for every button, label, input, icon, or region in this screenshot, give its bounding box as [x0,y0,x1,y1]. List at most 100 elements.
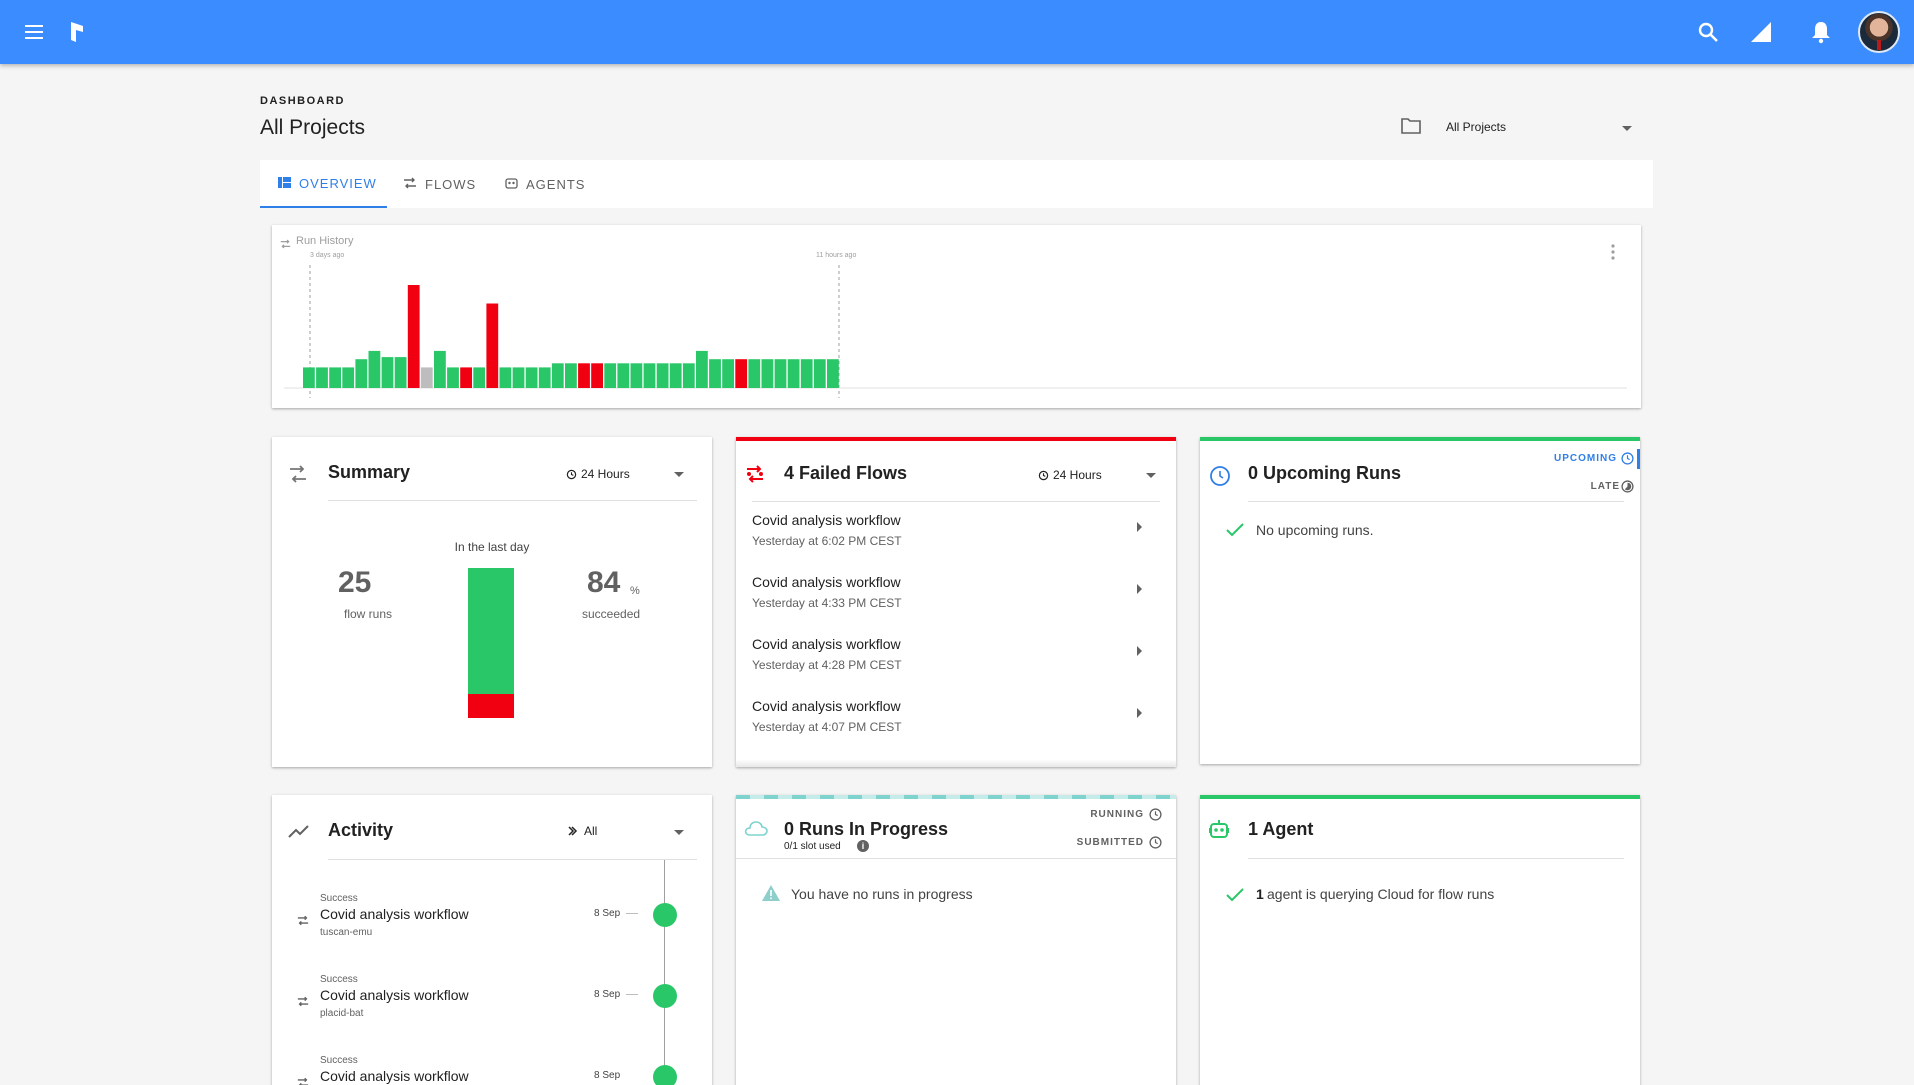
run-history-bar[interactable] [604,363,617,388]
run-history-bar[interactable] [722,359,734,388]
run-history-bar[interactable] [617,363,630,388]
tab-overview[interactable]: OVERVIEW [260,160,387,208]
failed-flow-item[interactable]: Covid analysis workflow Yesterday at 4:3… [736,574,1176,626]
run-history-bar[interactable] [696,350,708,388]
run-history-bar[interactable] [473,367,486,388]
chevron-down-icon [1622,126,1632,131]
avatar[interactable] [1858,11,1900,53]
run-history-title: Run History [296,235,354,247]
run-history-bar[interactable] [551,363,564,388]
failed-flow-item[interactable]: Covid analysis workflow Yesterday at 6:0… [736,512,1176,564]
activity-item[interactable]: Success Covid analysis workflow tuscan-e… [272,893,712,953]
progress-stripe [736,795,1176,799]
summary-range-select[interactable]: 24 Hours [566,467,630,481]
info-icon[interactable]: i [857,840,869,852]
run-history-bar[interactable] [381,357,394,388]
run-history-bar[interactable] [407,285,420,388]
run-history-bar[interactable] [486,303,499,389]
run-history-bar[interactable] [329,367,341,388]
run-history-bar[interactable] [578,363,590,388]
tab-bar: OVERVIEW FLOWS AGENTS [260,160,1653,208]
failed-portion [468,694,514,718]
run-history-bar[interactable] [447,367,459,388]
chevron-down-icon[interactable] [674,472,684,477]
run-history-bar[interactable] [460,367,472,388]
warning-icon [761,884,781,907]
chevron-right-icon [1137,646,1142,656]
run-history-bar[interactable] [761,359,774,388]
failed-flow-name: Covid analysis workflow [752,512,901,528]
failed-range-select[interactable]: 24 Hours [1038,468,1102,482]
clock-icon [1149,808,1162,826]
run-history-bar[interactable] [394,357,407,388]
run-history-bar[interactable] [813,359,826,388]
tab-late[interactable]: LATE [1530,477,1640,497]
more-vert-icon[interactable] [1610,243,1616,266]
agent-count: 1 [1256,886,1264,902]
run-history-bar[interactable] [342,367,355,388]
run-history-bar[interactable] [368,350,381,388]
run-history-bar[interactable] [434,350,446,388]
activity-filter-select[interactable]: All [568,824,597,838]
check-icon [1226,888,1244,907]
run-history-bar[interactable] [669,363,682,388]
failed-flow-name: Covid analysis workflow [752,698,901,714]
activity-status: Success [320,893,358,904]
signal-icon[interactable] [1747,0,1775,64]
summary-caption: In the last day [454,540,530,554]
run-history-bar[interactable] [709,359,721,388]
tab-agents[interactable]: AGENTS [505,160,585,208]
run-history-bar[interactable] [538,367,551,388]
run-history-bar[interactable] [499,367,512,388]
failed-flow-icon [745,465,765,488]
flow-runs-label: flow runs [344,607,393,621]
run-history-bar[interactable] [525,367,538,388]
run-history-bar[interactable] [682,363,695,388]
tab-upcoming[interactable]: UPCOMING [1530,449,1640,469]
run-history-bar[interactable] [316,367,328,388]
run-history-bar[interactable] [787,359,800,388]
menu-icon[interactable] [18,0,50,64]
search-icon[interactable] [1694,0,1722,64]
run-history-bar[interactable] [643,363,656,388]
run-history-chart [284,265,1627,398]
activity-date: 8 Sep [594,908,621,919]
project-select[interactable]: All Projects [1400,112,1638,144]
chevron-down-icon[interactable] [1146,473,1156,478]
success-percent: 84 [587,566,621,599]
run-history-bar[interactable] [630,363,643,388]
activity-item[interactable]: Success Covid analysis workflow placid-b… [272,974,712,1034]
failed-flow-item[interactable]: Covid analysis workflow Yesterday at 4:0… [736,698,1176,750]
flow-icon [403,177,417,192]
bell-icon[interactable] [1807,0,1835,64]
run-history-bar[interactable] [591,363,603,388]
succeeded-label: succeeded [582,607,641,621]
run-history-bar[interactable] [827,359,839,388]
success-dot [653,903,677,927]
run-history-bar[interactable] [735,359,748,388]
run-history-bar[interactable] [303,367,315,388]
run-history-bar[interactable] [565,363,577,388]
project-select-value: All Projects [1446,120,1507,134]
run-history-bar[interactable] [355,359,368,388]
tab-flows[interactable]: FLOWS [403,160,476,208]
failed-flow-item[interactable]: Covid analysis workflow Yesterday at 4:2… [736,636,1176,688]
failed-flow-time: Yesterday at 6:02 PM CEST [752,534,902,548]
activity-item[interactable]: Success Covid analysis workflow 8 Sep [272,1055,712,1085]
flow-runs-count: 25 [338,566,372,599]
failed-flow-time: Yesterday at 4:33 PM CEST [752,596,902,610]
run-history-bar[interactable] [420,367,433,388]
run-history-bar[interactable] [800,359,813,388]
chevron-right-icon [1137,522,1142,532]
tab-running[interactable]: RUNNING [1056,805,1166,825]
chevron-down-icon[interactable] [674,830,684,835]
run-history-bar[interactable] [656,363,669,388]
tab-submitted[interactable]: SUBMITTED [1056,833,1166,853]
divider [752,501,1160,502]
run-history-bar[interactable] [748,359,761,388]
run-history-bar[interactable] [774,359,787,388]
failed-flows-title: 4 Failed Flows [784,463,908,483]
run-history-bar[interactable] [512,367,525,388]
percent-unit: % [630,585,640,597]
prefect-logo-icon[interactable] [64,0,90,64]
